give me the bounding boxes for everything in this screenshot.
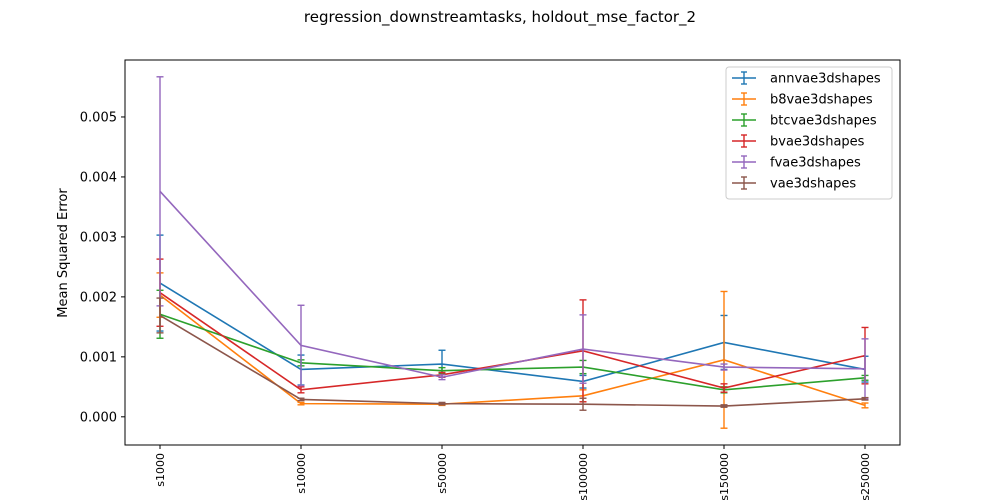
legend-entry-fvae3dshapes: fvae3dshapes	[732, 155, 861, 171]
x-tick-label: s150000	[718, 453, 731, 500]
series-fvae3dshapes	[156, 76, 869, 400]
y-tick-label: 0.005	[80, 110, 117, 125]
legend-label: fvae3dshapes	[770, 156, 861, 171]
x-tick-label: s250000	[859, 453, 872, 500]
legend-box	[725, 66, 893, 200]
legend: annvae3dshapes b8vae3dshapes btcvae3dshape…	[725, 66, 893, 200]
x-tick-label: s50000	[436, 453, 449, 494]
series-bvae3dshapes	[156, 258, 869, 403]
x-tick-label: s100000	[577, 453, 590, 500]
series-vae3dshapes	[156, 297, 869, 411]
y-tick-label: 0.003	[80, 230, 117, 245]
plot-area: 0.000 0.001 0.002 0.003 0.004 0.005 s1000 s1000…	[80, 59, 901, 500]
legend-label: vae3dshapes	[770, 177, 856, 192]
y-tick-label: 0.001	[80, 350, 117, 365]
y-axis-label: Mean Squared Error	[56, 188, 71, 318]
series-line	[159, 314, 866, 407]
axes-frame	[124, 59, 901, 446]
x-tick-label: s1000	[154, 453, 167, 487]
series-annvae3dshapes	[156, 234, 869, 389]
series-line	[159, 282, 866, 383]
legend-entry-btcvae3dshapes: btcvae3dshapes	[732, 113, 877, 129]
legend-label: annvae3dshapes	[770, 72, 881, 87]
x-tick-label: s10000	[295, 453, 308, 494]
legend-label: b8vae3dshapes	[770, 93, 873, 108]
y-tick-label: 0.004	[80, 170, 117, 185]
legend-entry-vae3dshapes: vae3dshapes	[732, 176, 856, 192]
legend-entry-bvae3dshapes: bvae3dshapes	[732, 134, 865, 150]
series-line	[159, 313, 866, 391]
legend-label: bvae3dshapes	[770, 135, 865, 150]
chart-title: regression_downstreamtasks, holdout_mse_…	[304, 8, 696, 27]
y-tick-label: 0.002	[80, 290, 117, 305]
legend-entry-b8vae3dshapes: b8vae3dshapes	[732, 92, 873, 108]
series-line	[159, 190, 866, 379]
y-tick-label: 0.000	[80, 410, 117, 425]
legend-entry-annvae3dshapes: annvae3dshapes	[732, 71, 881, 87]
legend-label: btcvae3dshapes	[770, 114, 877, 129]
